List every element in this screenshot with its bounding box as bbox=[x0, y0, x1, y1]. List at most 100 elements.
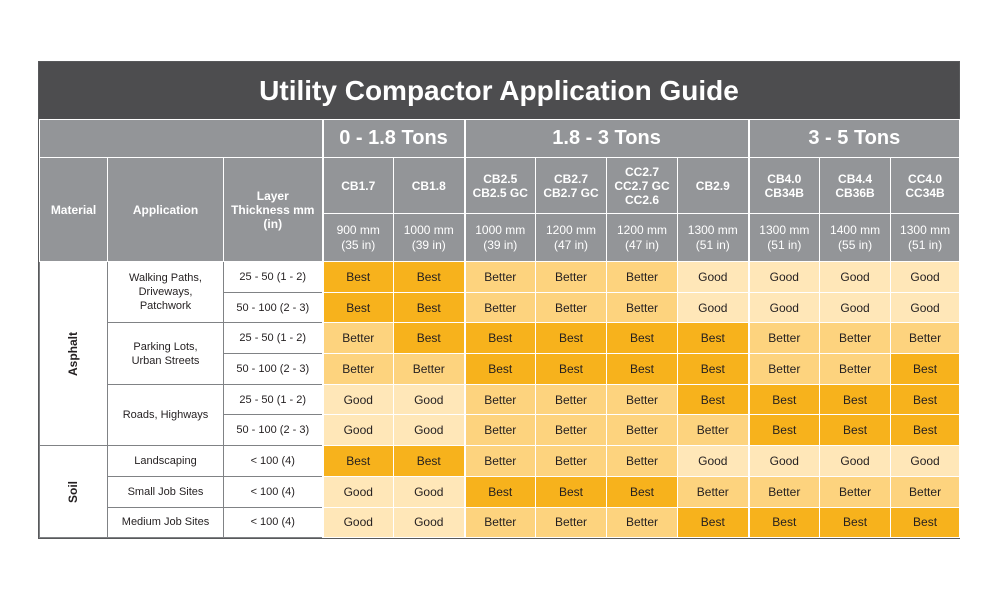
table-row: 50 - 100 (2 - 3) Good Good Better Better Bett… bbox=[40, 414, 961, 447]
rating-cell: Good bbox=[392, 506, 466, 539]
application-column-header: Application bbox=[107, 157, 224, 262]
rating-cell: Good bbox=[677, 445, 750, 477]
application-label: Landscaping bbox=[107, 445, 224, 477]
rating-cell: Good bbox=[890, 291, 961, 324]
drum-width-header: 1000 mm (39 in) bbox=[392, 213, 466, 262]
rating-cell: Best bbox=[392, 261, 466, 293]
rating-cell: Best bbox=[819, 383, 892, 416]
table-row: Medium Job Sites < 100 (4) Good Good Better B… bbox=[40, 506, 961, 539]
weight-group-header: 3 - 5 Tons bbox=[747, 119, 961, 158]
rating-cell: Better bbox=[819, 322, 892, 355]
rating-cell: Good bbox=[677, 261, 750, 293]
drum-width-header: 1200 mm (47 in) bbox=[606, 213, 679, 262]
rating-cell: Better bbox=[677, 475, 750, 508]
rating-cell: Better bbox=[392, 353, 466, 385]
application-label: Parking Lots, Urban Streets bbox=[107, 322, 224, 385]
material-label: Asphalt bbox=[39, 260, 108, 447]
rating-cell: Best bbox=[321, 261, 394, 293]
application-guide-table: 0 - 1.8 Tons 1.8 - 3 Tons 3 - 5 Tons Materi… bbox=[39, 119, 961, 539]
application-guide-table-container: Utility Compactor Application Guide 0 - … bbox=[38, 61, 961, 539]
rating-cell: Better bbox=[321, 322, 394, 355]
layer-thickness-cell: < 100 (4) bbox=[223, 445, 323, 477]
rating-cell: Good bbox=[392, 383, 466, 416]
layer-thickness-cell: < 100 (4) bbox=[223, 506, 323, 539]
layer-thickness-column-header: Layer Thickness mm (in) bbox=[223, 157, 323, 262]
table-row: Parking Lots, Urban Streets 25 - 50 (1 - 2… bbox=[40, 322, 961, 385]
rating-cell: Best bbox=[606, 322, 679, 355]
rating-cell: Good bbox=[677, 291, 750, 324]
drum-width-header: 1000 mm (39 in) bbox=[463, 213, 537, 262]
rating-cell: Better bbox=[747, 353, 821, 385]
weight-group-header: 0 - 1.8 Tons bbox=[321, 119, 466, 158]
rating-cell: Better bbox=[463, 291, 537, 324]
material-label-text: Soil bbox=[66, 480, 81, 503]
table-row: Roads, Highways 25 - 50 (1 - 2) Good Good Be… bbox=[40, 383, 961, 447]
rating-cell: Better bbox=[535, 383, 608, 416]
rating-cell: Better bbox=[535, 506, 608, 539]
rating-cell: Better bbox=[890, 322, 961, 355]
material-label: Soil bbox=[39, 445, 108, 539]
rating-cell: Best bbox=[677, 353, 750, 385]
rating-cell: Good bbox=[747, 445, 821, 477]
rating-cell: Best bbox=[677, 506, 750, 539]
rating-cell: Best bbox=[890, 414, 961, 447]
group-header-row: 0 - 1.8 Tons 1.8 - 3 Tons 3 - 5 Tons bbox=[39, 119, 961, 158]
table-row: Asphalt Walking Paths, Driveways, Patchwork… bbox=[39, 260, 961, 447]
layer-thickness-cell: 50 - 100 (2 - 3) bbox=[223, 353, 323, 385]
rating-cell: Better bbox=[606, 414, 679, 447]
rating-cell: Good bbox=[321, 475, 394, 508]
rating-cell: Best bbox=[535, 475, 608, 508]
model-name-header: CB4.4 CB36B bbox=[819, 157, 892, 214]
rating-cell: Best bbox=[677, 322, 750, 355]
model-name-header: CB4.0 CB34B bbox=[747, 157, 821, 214]
rating-cell: Good bbox=[392, 475, 466, 508]
rating-cell: Better bbox=[677, 414, 750, 447]
rating-cell: Better bbox=[606, 445, 679, 477]
layer-thickness-cell: 25 - 50 (1 - 2) bbox=[223, 261, 323, 293]
model-name-header: CB2.7 CB2.7 GC bbox=[535, 157, 608, 214]
rating-cell: Best bbox=[463, 322, 537, 355]
rating-cell: Best bbox=[677, 383, 750, 416]
rating-cell: Best bbox=[463, 475, 537, 508]
rating-cell: Good bbox=[819, 445, 892, 477]
application-label: Small Job Sites bbox=[107, 475, 224, 508]
rating-cell: Best bbox=[606, 475, 679, 508]
rating-cell: Better bbox=[819, 475, 892, 508]
drum-width-header: 1200 mm (47 in) bbox=[535, 213, 608, 262]
rating-cell: Best bbox=[392, 322, 466, 355]
drum-width-header: 1300 mm (51 in) bbox=[677, 213, 750, 262]
table-body: Asphalt Walking Paths, Driveways, Patchwork… bbox=[39, 260, 961, 539]
rating-cell: Better bbox=[535, 414, 608, 447]
rating-cell: Good bbox=[321, 383, 394, 416]
rating-cell: Best bbox=[535, 353, 608, 385]
rating-cell: Better bbox=[819, 353, 892, 385]
rating-cell: Better bbox=[535, 291, 608, 324]
application-label: Medium Job Sites bbox=[107, 506, 224, 539]
rating-cell: Better bbox=[606, 383, 679, 416]
layer-thickness-cell: 50 - 100 (2 - 3) bbox=[223, 414, 323, 447]
layer-thickness-cell: < 100 (4) bbox=[223, 475, 323, 508]
rating-cell: Better bbox=[747, 475, 821, 508]
table-row: 50 - 100 (2 - 3) Best Best Better Better Bett… bbox=[40, 291, 961, 324]
rating-cell: Better bbox=[321, 353, 394, 385]
application-label: Walking Paths, Driveways, Patchwork bbox=[107, 260, 224, 324]
rating-cell: Better bbox=[606, 261, 679, 293]
model-name-header: CB2.9 bbox=[677, 157, 750, 214]
rating-cell: Better bbox=[463, 383, 537, 416]
table-row: Soil Landscaping < 100 (4) Best Best Better Be… bbox=[39, 445, 961, 539]
layer-thickness-cell: 25 - 50 (1 - 2) bbox=[223, 322, 323, 355]
rating-cell: Better bbox=[747, 322, 821, 355]
rating-cell: Best bbox=[747, 414, 821, 447]
rating-cell: Best bbox=[392, 445, 466, 477]
model-name-header: CB2.5 CB2.5 GC bbox=[463, 157, 537, 214]
material-column-header: Material bbox=[39, 157, 108, 262]
rating-cell: Best bbox=[890, 506, 961, 539]
table-row: Small Job Sites < 100 (4) Good Good Best Best… bbox=[40, 475, 961, 508]
rating-cell: Better bbox=[463, 414, 537, 447]
rating-cell: Better bbox=[463, 506, 537, 539]
model-name-header: CC2.7 CC2.7 GC CC2.6 bbox=[606, 157, 679, 214]
weight-group-header: 1.8 - 3 Tons bbox=[463, 119, 750, 158]
table-row: 50 - 100 (2 - 3) Better Better Best Best Best… bbox=[40, 353, 961, 385]
rating-cell: Better bbox=[606, 291, 679, 324]
drum-width-header: 1300 mm (51 in) bbox=[890, 213, 961, 262]
